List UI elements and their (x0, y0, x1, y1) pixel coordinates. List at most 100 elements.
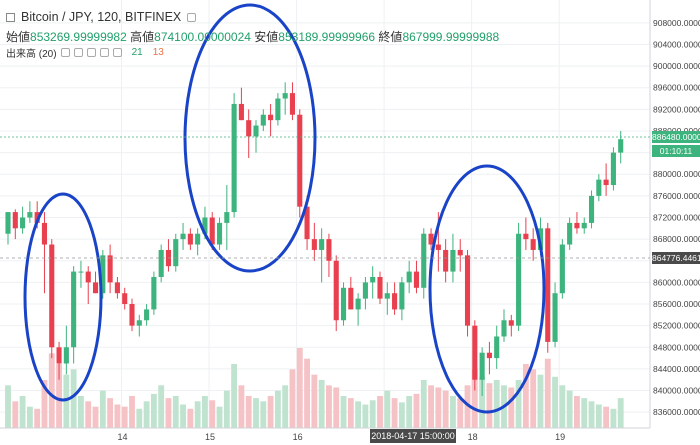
candle-body (523, 233, 529, 240)
volume-bar (19, 396, 26, 428)
candle-body (581, 222, 587, 229)
volume-bar (158, 385, 165, 428)
candle (384, 282, 390, 315)
candle-body (603, 179, 609, 186)
candle (180, 222, 186, 250)
volume-bar (530, 369, 537, 428)
candle-body (297, 114, 303, 207)
candle-body (311, 239, 317, 250)
candle-body (457, 249, 463, 256)
annotation-ellipse-right (428, 164, 546, 414)
candle (122, 287, 128, 310)
volume-bar (362, 404, 369, 428)
volume-bar (559, 385, 566, 428)
candle (195, 228, 201, 256)
volume-bar (355, 401, 362, 428)
remove-icon[interactable] (99, 48, 109, 57)
volume-bar (63, 374, 70, 428)
candle (610, 147, 616, 191)
candle-body (246, 120, 252, 137)
volume-bar (566, 390, 573, 428)
candle (173, 233, 179, 272)
candle (260, 109, 266, 131)
volume-bar (202, 396, 208, 428)
candle (63, 325, 69, 375)
candle (494, 325, 500, 369)
price-tick-label: 868000.00000000 (653, 234, 700, 244)
open-label: 始値 (6, 30, 31, 44)
candle (370, 266, 376, 299)
candle (231, 93, 237, 218)
symbol-row: Bitcoin / JPY, 120, BITFINEX (6, 10, 197, 24)
settings-icon[interactable] (187, 12, 197, 22)
volume-bar (493, 380, 500, 428)
volume-bar (340, 396, 347, 428)
volume-bar (471, 369, 478, 428)
volume-bar (92, 406, 99, 428)
candle (144, 304, 150, 326)
volume-bar (347, 398, 354, 428)
candle-body (494, 336, 500, 359)
candle-body (289, 93, 296, 115)
candle-body (545, 228, 551, 342)
candle-body (100, 255, 106, 294)
candle-body (260, 114, 266, 126)
candle-body (392, 293, 398, 310)
volume-bar (384, 390, 391, 428)
candle (319, 228, 325, 283)
ohlc-row: 始値853269.99999982 高値874100.00000024 安値85… (6, 28, 499, 45)
candle-body (304, 206, 310, 240)
add-icon[interactable] (86, 48, 96, 57)
volume-bar (282, 385, 289, 428)
candle-body (12, 212, 18, 229)
candle-body (122, 293, 128, 305)
price-tick-label: 856000.00000000 (653, 299, 700, 309)
candle (41, 212, 48, 294)
volume-bar (603, 406, 610, 428)
candle (340, 282, 347, 326)
volume-bar (574, 396, 580, 428)
volume-bar (552, 376, 558, 428)
candle-body (326, 239, 332, 261)
price-tick-label: 880000.00000000 (653, 169, 700, 179)
candle (421, 228, 427, 299)
time-axis[interactable]: 141516171819 (118, 432, 566, 442)
candle-body (238, 103, 244, 121)
candle (158, 244, 164, 283)
candle (85, 266, 91, 305)
volume-bar (260, 401, 267, 428)
close-icon[interactable] (112, 48, 122, 57)
candle-body (516, 233, 522, 326)
candle (78, 260, 84, 288)
price-tick-label: 900000.00000000 (653, 61, 700, 71)
volume-bar (129, 396, 135, 428)
candle-body (399, 282, 405, 310)
candle-body (85, 271, 91, 283)
volume-bar (165, 398, 172, 428)
collapse-icon[interactable] (6, 12, 15, 22)
candles (5, 82, 624, 396)
volume-bar (413, 393, 420, 428)
volume-bar (274, 390, 281, 428)
volume-bar (267, 396, 274, 428)
candle-body (71, 271, 77, 348)
candle (559, 239, 565, 299)
candle-body (340, 287, 347, 321)
candle (618, 130, 624, 164)
candle-body (151, 276, 157, 310)
time-tick-label: 18 (468, 432, 478, 442)
settings-small-icon[interactable] (73, 48, 83, 57)
price-axis[interactable]: 908000.00000000 904000.00000000 900000.000… (653, 18, 700, 417)
volume-bar (34, 408, 41, 428)
candle-body (173, 239, 179, 267)
volume-bar (377, 396, 383, 428)
volume-bar (70, 369, 77, 428)
candle-body (421, 233, 427, 288)
volume-bar (588, 401, 595, 428)
candle (56, 341, 62, 380)
visibility-icon[interactable] (60, 48, 70, 57)
candle-body (158, 249, 164, 277)
candle (297, 109, 303, 218)
grid-lines (0, 0, 650, 428)
